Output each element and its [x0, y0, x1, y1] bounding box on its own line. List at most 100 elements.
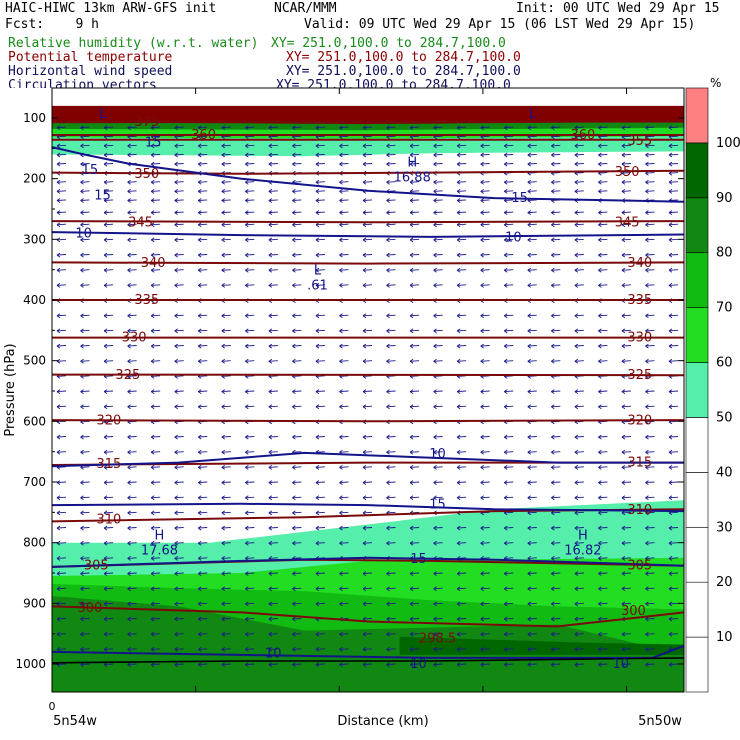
wind-vector: [574, 284, 584, 286]
wind-vector: [245, 451, 255, 453]
vector-arrowhead: [339, 267, 343, 273]
wind-vector: [268, 587, 278, 590]
vector-arrowhead: [127, 389, 131, 394]
vector-arrowhead: [315, 125, 320, 131]
vector-arrowhead: [174, 161, 178, 167]
wind-vector: [104, 436, 114, 438]
wind-vector: [80, 163, 90, 165]
vector-arrowhead: [362, 125, 367, 131]
vector-arrowhead: [574, 616, 579, 622]
extremum-symbol-L: L: [529, 107, 537, 122]
wind-vector: [433, 633, 443, 635]
vector-arrowhead: [315, 189, 320, 194]
vector-arrowhead: [103, 434, 108, 440]
colorbar-box: [685, 636, 709, 693]
wind-vector: [245, 618, 255, 620]
vector-arrowhead: [197, 540, 202, 546]
vector-arrowhead: [668, 601, 673, 607]
field-theta-xy: XY= 251.0,100.0 to 284.7,100.0: [286, 50, 521, 65]
vector-arrowhead: [315, 389, 320, 394]
vector-arrowhead: [56, 495, 61, 501]
vector-arrowhead: [197, 358, 202, 364]
wind-vector: [339, 254, 349, 256]
vector-arrowhead: [174, 328, 178, 334]
wind-vector: [151, 663, 161, 666]
vector-arrowhead: [174, 556, 178, 561]
wind-vector: [386, 663, 396, 666]
wind-vector: [504, 360, 514, 362]
wind-vector: [315, 144, 325, 147]
wind-vector: [645, 496, 655, 499]
wind-vector: [504, 190, 514, 192]
vector-arrowhead: [174, 143, 178, 149]
wind-vector: [645, 238, 655, 241]
vector-arrowhead: [150, 525, 155, 531]
wind-vector: [56, 527, 67, 529]
vector-arrowhead: [527, 465, 532, 470]
wind-vector: [386, 602, 396, 605]
wind-vector: [504, 126, 514, 129]
vector-arrowhead: [598, 525, 602, 531]
vector-arrowhead: [551, 328, 555, 334]
vector-arrowhead: [268, 283, 273, 288]
vector-arrowhead: [386, 343, 390, 349]
vector-arrowhead: [386, 237, 390, 243]
wind-vector: [80, 360, 90, 362]
wind-vector: [480, 451, 490, 453]
vector-arrowhead: [598, 540, 602, 546]
wind-vector: [551, 172, 561, 174]
wind-vector: [104, 451, 114, 453]
wind-vector: [551, 211, 561, 214]
vector-arrowhead: [174, 179, 178, 185]
wind-vector: [198, 587, 208, 590]
vector-arrowhead: [668, 143, 673, 149]
wind-vector: [574, 511, 584, 514]
wind-vector: [151, 648, 161, 650]
wind-vector: [645, 153, 655, 156]
vector-arrowhead: [315, 143, 320, 149]
wind-vector: [504, 572, 514, 575]
wind-vector: [645, 602, 655, 605]
wind-vector: [504, 254, 514, 256]
vector-arrowhead: [456, 662, 461, 667]
wind-vector: [151, 153, 161, 156]
vector-arrowhead: [268, 222, 273, 228]
wind-vector: [127, 663, 137, 666]
wind-vector: [245, 375, 255, 377]
vector-arrowhead: [574, 358, 579, 364]
wind-vector: [551, 618, 561, 620]
vector-arrowhead: [527, 434, 532, 440]
wind-vector: [410, 163, 420, 165]
wind-vector: [80, 269, 90, 271]
vector-arrowhead: [315, 283, 320, 288]
vector-arrowhead: [103, 540, 108, 546]
wind-vector: [668, 602, 679, 605]
wind-vector: [551, 360, 561, 362]
wind-vector: [315, 466, 325, 468]
wind-vector: [433, 163, 443, 165]
vector-arrowhead: [433, 389, 437, 394]
wind-vector: [551, 269, 561, 271]
vector-arrowhead: [362, 161, 367, 167]
wind-vector: [504, 557, 514, 559]
wind-vector: [574, 436, 584, 438]
vector-arrowhead: [386, 434, 390, 440]
vector-arrowhead: [221, 480, 226, 485]
wind-vector: [221, 269, 231, 271]
wind-vector: [362, 663, 373, 666]
vector-arrowhead: [645, 571, 649, 576]
wind-vector: [574, 135, 584, 138]
vector-arrowhead: [668, 389, 673, 394]
wind-vector: [386, 144, 396, 147]
wind-label: 10: [410, 657, 427, 672]
wind-vector: [668, 163, 679, 165]
wind-vector: [457, 648, 467, 650]
wind-vector: [621, 420, 631, 423]
vector-arrowhead: [433, 125, 437, 131]
vector-arrowhead: [197, 662, 202, 667]
wind-vector: [339, 436, 349, 438]
wind-vector: [433, 199, 443, 201]
wind-vector: [668, 314, 679, 317]
wind-vector: [221, 190, 231, 192]
wind-vector: [362, 602, 373, 605]
